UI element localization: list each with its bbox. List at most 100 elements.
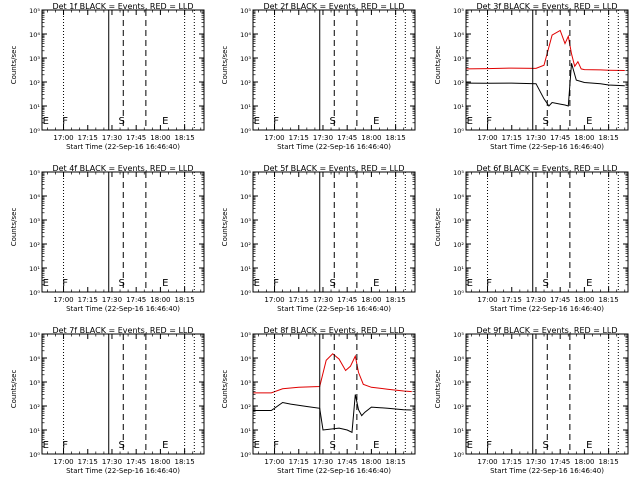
x-tick-label: 17:45 [126,296,146,304]
interval-marker-label: S [329,440,335,451]
y-tick-label: 10² [453,241,464,249]
y-tick-label: 10⁴ [29,355,40,363]
interval-marker-label: F [62,278,68,289]
y-axis-label: Counts/sec [221,46,229,85]
x-tick-label: 17:00 [477,134,497,142]
interval-marker-label: E [586,440,592,451]
x-tick-label: 17:00 [264,458,284,466]
x-axis-label: Start Time (22-Sep-16 16:46:40) [490,143,604,151]
y-tick-label: 10³ [29,55,40,63]
interval-marker-label: S [118,116,124,127]
x-tick-label: 18:00 [150,134,170,142]
y-tick-label: 10¹ [453,103,464,111]
x-tick-label: 18:15 [599,296,619,304]
detector-panel: Det 9f BLACK = Events, RED = LLD 10⁰ 10¹ 10… [434,326,629,475]
y-tick-label: 10⁴ [240,355,251,363]
interval-marker-label: F [62,440,68,451]
y-tick-label: 10⁰ [240,451,251,459]
interval-marker-label: E [373,440,379,451]
y-tick-label: 10¹ [29,265,40,273]
y-tick-label: 10² [29,403,40,411]
x-tick-label: 18:15 [175,296,195,304]
events-series-line [253,394,412,434]
interval-marker-label: S [542,278,548,289]
x-tick-label: 18:15 [599,134,619,142]
y-tick-label: 10¹ [240,427,251,435]
detector-panel: Det 3f BLACK = Events, RED = LLD 10⁰ 10¹ 10… [434,2,629,151]
x-tick-label: 17:15 [502,458,522,466]
y-tick-label: 10² [240,79,251,87]
y-tick-label: 10⁰ [240,127,251,135]
interval-marker-label: E [162,278,168,289]
x-tick-label: 17:45 [550,296,570,304]
x-tick-label: 17:15 [289,134,309,142]
y-tick-label: 10³ [453,217,464,225]
interval-marker-label: E [254,278,260,289]
x-tick-label: 17:00 [53,134,73,142]
panel-title: Det 8f BLACK = Events, RED = LLD [263,326,404,335]
x-tick-label: 18:00 [361,296,381,304]
panel-title: Det 6f BLACK = Events, RED = LLD [476,164,617,173]
y-tick-label: 10⁵ [29,169,40,177]
y-tick-label: 10³ [453,379,464,387]
y-tick-label: 10⁰ [453,451,464,459]
x-axis-label: Start Time (22-Sep-16 16:46:40) [66,305,180,313]
x-tick-label: 17:30 [102,134,122,142]
detector-panel: Det 2f BLACK = Events, RED = LLD 10⁰ 10¹ 10… [221,2,416,151]
interval-marker-label: F [486,440,492,451]
y-tick-label: 10³ [240,55,251,63]
y-axis-label: Counts/sec [221,370,229,409]
detector-panel: Det 5f BLACK = Events, RED = LLD 10⁰ 10¹ 10… [221,164,416,313]
interval-marker-label: E [254,440,260,451]
x-tick-label: 18:00 [361,134,381,142]
interval-marker-label: F [273,116,279,127]
y-tick-label: 10² [240,403,251,411]
y-tick-label: 10⁴ [453,193,464,201]
y-axis-label: Counts/sec [10,46,18,85]
x-tick-label: 17:45 [126,134,146,142]
x-tick-label: 17:30 [102,458,122,466]
y-tick-label: 10⁵ [240,331,251,339]
x-tick-label: 18:15 [386,296,406,304]
y-tick-label: 10⁴ [240,193,251,201]
y-tick-label: 10⁵ [453,169,464,177]
panel-title: Det 2f BLACK = Events, RED = LLD [263,2,404,11]
detector-panel: Det 1f BLACK = Events, RED = LLD 10⁰ 10¹ 10… [10,2,205,151]
interval-marker-label: E [467,440,473,451]
y-tick-label: 10⁵ [453,331,464,339]
detector-panel: Det 6f BLACK = Events, RED = LLD 10⁰ 10¹ 10… [434,164,629,313]
x-tick-label: 17:15 [78,296,98,304]
lld-series-line [253,353,412,394]
x-tick-label: 18:00 [361,458,381,466]
x-tick-label: 17:30 [313,458,333,466]
x-tick-label: 17:00 [264,134,284,142]
x-axis-label: Start Time (22-Sep-16 16:46:40) [277,467,391,475]
y-tick-label: 10¹ [240,265,251,273]
x-axis-label: Start Time (22-Sep-16 16:46:40) [277,305,391,313]
y-tick-label: 10⁴ [29,193,40,201]
x-tick-label: 17:45 [550,458,570,466]
x-tick-label: 18:15 [386,458,406,466]
x-tick-label: 18:00 [574,134,594,142]
interval-marker-label: E [586,278,592,289]
y-axis-label: Counts/sec [10,370,18,409]
y-tick-label: 10³ [453,55,464,63]
x-tick-label: 17:30 [313,134,333,142]
y-tick-label: 10⁴ [453,31,464,39]
y-tick-label: 10³ [240,379,251,387]
x-tick-label: 17:15 [78,134,98,142]
x-tick-label: 17:15 [78,458,98,466]
lld-series-line [466,29,625,71]
x-tick-label: 17:00 [477,296,497,304]
x-tick-label: 17:00 [53,458,73,466]
x-tick-label: 17:45 [337,134,357,142]
x-tick-label: 17:30 [313,296,333,304]
y-tick-label: 10⁰ [29,451,40,459]
events-series-line [466,63,625,107]
x-tick-label: 18:15 [599,458,619,466]
interval-marker-label: S [329,116,335,127]
interval-marker-label: S [118,440,124,451]
interval-marker-label: S [542,440,548,451]
y-tick-label: 10⁵ [29,331,40,339]
x-axis-label: Start Time (22-Sep-16 16:46:40) [490,467,604,475]
